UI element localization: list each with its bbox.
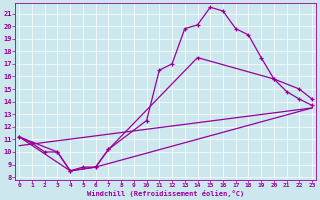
X-axis label: Windchill (Refroidissement éolien,°C): Windchill (Refroidissement éolien,°C) [87,190,244,197]
